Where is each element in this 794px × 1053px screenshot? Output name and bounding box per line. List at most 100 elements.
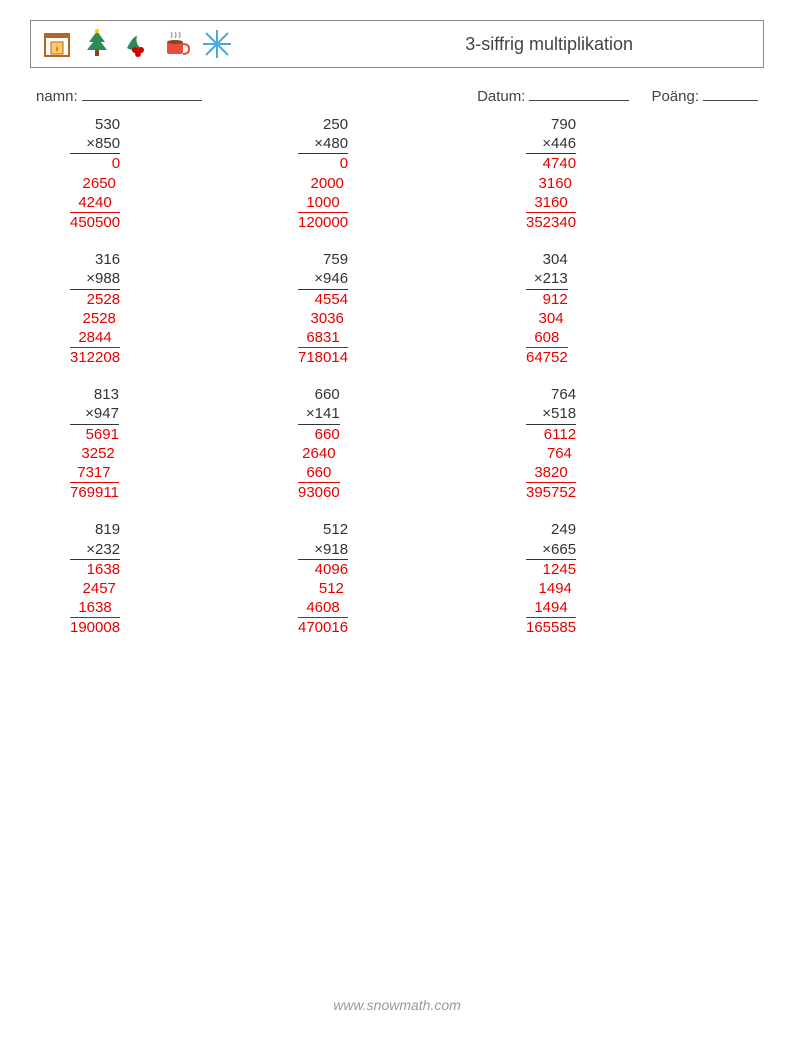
multiplicand: 512: [298, 520, 348, 539]
multiplier: ×946: [298, 269, 348, 289]
problem: 512 ×918 4096 512 4608 470016: [298, 520, 496, 637]
partial-product: 4608: [298, 598, 348, 618]
partial-product: 1494: [526, 598, 576, 618]
header-icons: [41, 28, 233, 60]
problem: 304 ×213 912 304 608 64752: [526, 250, 724, 367]
partial-product: 3820: [526, 463, 576, 483]
partial-product: 3160: [526, 174, 576, 193]
multiplicand: 316: [70, 250, 120, 269]
product-result: 312208: [70, 348, 120, 367]
problem: 250 ×480 0 2000 1000 120000: [298, 115, 496, 232]
problem: 790 ×446 4740 3160 3160 352340: [526, 115, 724, 232]
multiplier: ×232: [70, 540, 120, 560]
multiplier: ×141: [298, 404, 340, 424]
multiplicand: 764: [526, 385, 576, 404]
tree-icon: [81, 28, 113, 60]
snowflake-icon: [201, 28, 233, 60]
problem-grid: 530 ×850 0 2650 4240 450500 250 ×480 0 2…: [30, 115, 764, 638]
problem: 819 ×232 1638 2457 1638 190008: [70, 520, 268, 637]
multiplicand: 250: [298, 115, 348, 134]
multiplier: ×446: [526, 134, 576, 154]
problem: 249 ×665 1245 1494 1494 165585: [526, 520, 724, 637]
product-result: 93060: [298, 483, 340, 502]
partial-product: 608: [526, 328, 568, 348]
problem: 759 ×946 4554 3036 6831 718014: [298, 250, 496, 367]
multiplier: ×665: [526, 540, 576, 560]
date-label: Datum:: [477, 88, 525, 105]
partial-product: 2844: [70, 328, 120, 348]
header-box: 3-siffrig multiplikation: [30, 20, 764, 68]
multiplier: ×213: [526, 269, 568, 289]
product-result: 395752: [526, 483, 576, 502]
partial-product: 1638: [70, 560, 120, 579]
footer-text: www.snowmath.com: [333, 997, 461, 1013]
partial-product: 3036: [298, 309, 348, 328]
product-result: 352340: [526, 213, 576, 232]
score-blank[interactable]: [703, 86, 758, 101]
multiplicand: 530: [70, 115, 120, 134]
multiplicand: 660: [298, 385, 340, 404]
partial-product: 3160: [526, 193, 576, 213]
partial-product: 4740: [526, 154, 576, 173]
multiplicand: 790: [526, 115, 576, 134]
partial-product: 6831: [298, 328, 348, 348]
product-result: 718014: [298, 348, 348, 367]
multiplicand: 304: [526, 250, 568, 269]
info-line: namn: Datum: Poäng:: [36, 86, 758, 105]
multiplicand: 819: [70, 520, 120, 539]
product-result: 64752: [526, 348, 568, 367]
problem: 660 ×141 6602640 660 93060: [298, 385, 496, 502]
partial-product: 4096: [298, 560, 348, 579]
worksheet-title: 3-siffrig multiplikation: [465, 34, 633, 55]
holly-icon: [121, 28, 153, 60]
cocoa-icon: [161, 28, 193, 60]
product-result: 470016: [298, 618, 348, 637]
product-result: 450500: [70, 213, 120, 232]
date-blank[interactable]: [529, 86, 629, 101]
product-result: 165585: [526, 618, 576, 637]
partial-product: 2000: [298, 174, 348, 193]
partial-product: 3252: [70, 444, 119, 463]
name-blank[interactable]: [82, 86, 202, 101]
product-result: 120000: [298, 213, 348, 232]
score-label: Poäng:: [651, 88, 699, 105]
partial-product: 5691: [70, 425, 119, 444]
partial-product: 4554: [298, 290, 348, 309]
multiplier: ×918: [298, 540, 348, 560]
product-result: 769911: [70, 483, 119, 502]
partial-product: 660: [298, 463, 340, 483]
partial-product: 304: [526, 309, 568, 328]
problem: 530 ×850 0 2650 4240 450500: [70, 115, 268, 232]
partial-product: 660: [298, 425, 340, 444]
multiplier: ×518: [526, 404, 576, 424]
partial-product: 2457: [70, 579, 120, 598]
problem: 764 ×518 6112 764 3820 395752: [526, 385, 724, 502]
partial-product: 7317: [70, 463, 119, 483]
partial-product: 4240: [70, 193, 120, 213]
multiplicand: 249: [526, 520, 576, 539]
fireplace-icon: [41, 28, 73, 60]
partial-product: 2528: [70, 290, 120, 309]
multiplier: ×988: [70, 269, 120, 289]
multiplicand: 759: [298, 250, 348, 269]
partial-product: 6112: [526, 425, 576, 444]
partial-product: 512: [298, 579, 348, 598]
partial-product: 2650: [70, 174, 120, 193]
partial-product: 1638: [70, 598, 120, 618]
product-result: 190008: [70, 618, 120, 637]
partial-product: 1494: [526, 579, 576, 598]
multiplicand: 813: [70, 385, 119, 404]
partial-product: 912: [526, 290, 568, 309]
name-label: namn:: [36, 88, 78, 105]
partial-product: 1245: [526, 560, 576, 579]
partial-product: 1000: [298, 193, 348, 213]
multiplier: ×480: [298, 134, 348, 154]
partial-product: 2640: [298, 444, 340, 463]
multiplier: ×947: [70, 404, 119, 424]
footer: www.snowmath.com: [0, 997, 794, 1013]
problem: 813 ×947 5691 3252 7317 769911: [70, 385, 268, 502]
partial-product: 764: [526, 444, 576, 463]
multiplier: ×850: [70, 134, 120, 154]
partial-product: 0: [298, 154, 348, 173]
partial-product: 0: [70, 154, 120, 173]
